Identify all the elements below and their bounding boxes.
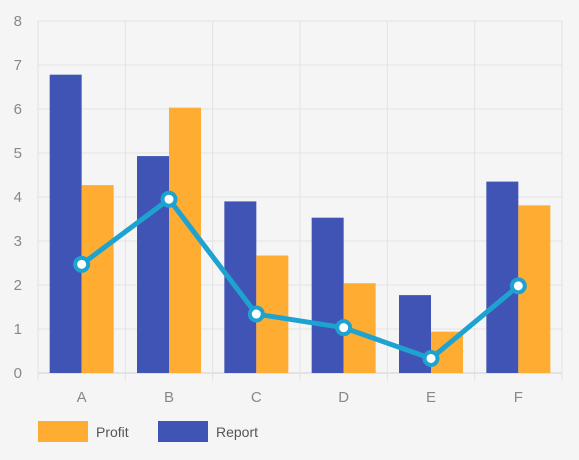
bar-report-a[interactable] bbox=[49, 74, 82, 374]
legend-swatch-profit[interactable] bbox=[38, 421, 88, 442]
x-tick-label: C bbox=[251, 389, 262, 406]
line-path bbox=[79, 196, 521, 361]
x-tick-label: F bbox=[514, 389, 523, 406]
x-tick-label: D bbox=[338, 389, 349, 406]
bar-report-b[interactable] bbox=[137, 156, 169, 373]
line-point-c[interactable] bbox=[247, 305, 265, 323]
line-point-f[interactable] bbox=[509, 277, 527, 295]
x-axis: A B C D E F bbox=[77, 389, 523, 406]
legend-label-profit[interactable]: Profit bbox=[96, 424, 129, 440]
line-series bbox=[73, 190, 527, 367]
bar-report-f[interactable] bbox=[486, 181, 519, 373]
x-tick-label: B bbox=[164, 389, 174, 406]
bar-report-d[interactable] bbox=[311, 217, 344, 373]
y-tick-label: 7 bbox=[14, 57, 22, 74]
line-point-a[interactable] bbox=[73, 255, 91, 273]
legend: Profit Report bbox=[38, 421, 258, 442]
legend-swatch-report[interactable] bbox=[158, 421, 208, 442]
y-tick-label: 1 bbox=[14, 321, 22, 338]
grid bbox=[37, 20, 563, 381]
legend-label-report[interactable]: Report bbox=[216, 424, 258, 440]
line-point-d[interactable] bbox=[335, 319, 353, 337]
x-tick-label: A bbox=[77, 389, 87, 406]
y-tick-label: 4 bbox=[14, 189, 22, 206]
bar-series bbox=[49, 74, 551, 374]
x-tick-label: E bbox=[426, 389, 436, 406]
y-tick-label: 0 bbox=[14, 365, 22, 382]
y-tick-label: 2 bbox=[14, 277, 22, 294]
bar-profit-b[interactable] bbox=[169, 107, 201, 374]
line-point-b[interactable] bbox=[160, 190, 178, 208]
y-tick-label: 6 bbox=[14, 101, 22, 118]
bar-profit-a[interactable] bbox=[81, 185, 114, 373]
y-axis: 0 1 2 3 4 5 6 7 8 bbox=[14, 13, 22, 382]
bar-report-c[interactable] bbox=[224, 201, 257, 373]
y-tick-label: 5 bbox=[14, 145, 22, 162]
line-point-e[interactable] bbox=[422, 349, 440, 367]
y-tick-label: 8 bbox=[14, 13, 22, 30]
y-tick-label: 3 bbox=[14, 233, 22, 250]
